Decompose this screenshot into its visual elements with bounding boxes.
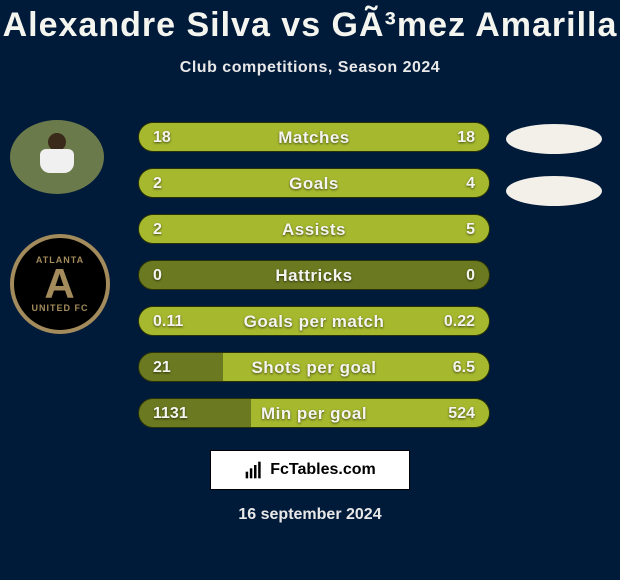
stat-row: 2Assists5 — [138, 214, 490, 244]
subtitle: Club competitions, Season 2024 — [0, 59, 620, 77]
stat-label: Goals — [139, 169, 489, 199]
brand-badge[interactable]: FcTables.com — [210, 450, 410, 490]
stat-label: Min per goal — [139, 399, 489, 429]
stat-row: 21Shots per goal6.5 — [138, 352, 490, 382]
stat-value-right: 6.5 — [453, 353, 475, 383]
stat-label: Matches — [139, 123, 489, 153]
stat-value-right: 5 — [466, 215, 475, 245]
brand-text: FcTables.com — [270, 461, 376, 479]
footer-date: 16 september 2024 — [0, 506, 620, 524]
stat-value-right: 18 — [457, 123, 475, 153]
comparison-bars: 18Matches18 2Goals4 2Assists5 0Hattricks0 0.… — [138, 122, 490, 444]
stat-label: Shots per goal — [139, 353, 489, 383]
club-logo: ATLANTAAUNITED FC — [10, 234, 110, 334]
chart-icon — [244, 460, 264, 480]
club-logo-text: ATLANTAAUNITED FC — [32, 255, 89, 313]
placeholder-oval — [506, 176, 602, 206]
right-placeholders — [506, 124, 602, 228]
stat-value-right: 0 — [466, 261, 475, 291]
stat-row: 0Hattricks0 — [138, 260, 490, 290]
placeholder-oval — [506, 124, 602, 154]
stat-row: 18Matches18 — [138, 122, 490, 152]
left-avatars: ATLANTAAUNITED FC — [10, 120, 110, 374]
stat-value-right: 4 — [466, 169, 475, 199]
player-silhouette-icon — [17, 127, 97, 187]
stat-row: 0.11Goals per match0.22 — [138, 306, 490, 336]
stat-value-right: 0.22 — [444, 307, 475, 337]
stat-row: 2Goals4 — [138, 168, 490, 198]
player-avatar — [10, 120, 104, 194]
page-title: Alexandre Silva vs GÃ³mez Amarilla — [0, 0, 620, 45]
stat-value-right: 524 — [448, 399, 475, 429]
stat-row: 1131Min per goal524 — [138, 398, 490, 428]
stat-label: Assists — [139, 215, 489, 245]
stat-label: Goals per match — [139, 307, 489, 337]
stat-label: Hattricks — [139, 261, 489, 291]
